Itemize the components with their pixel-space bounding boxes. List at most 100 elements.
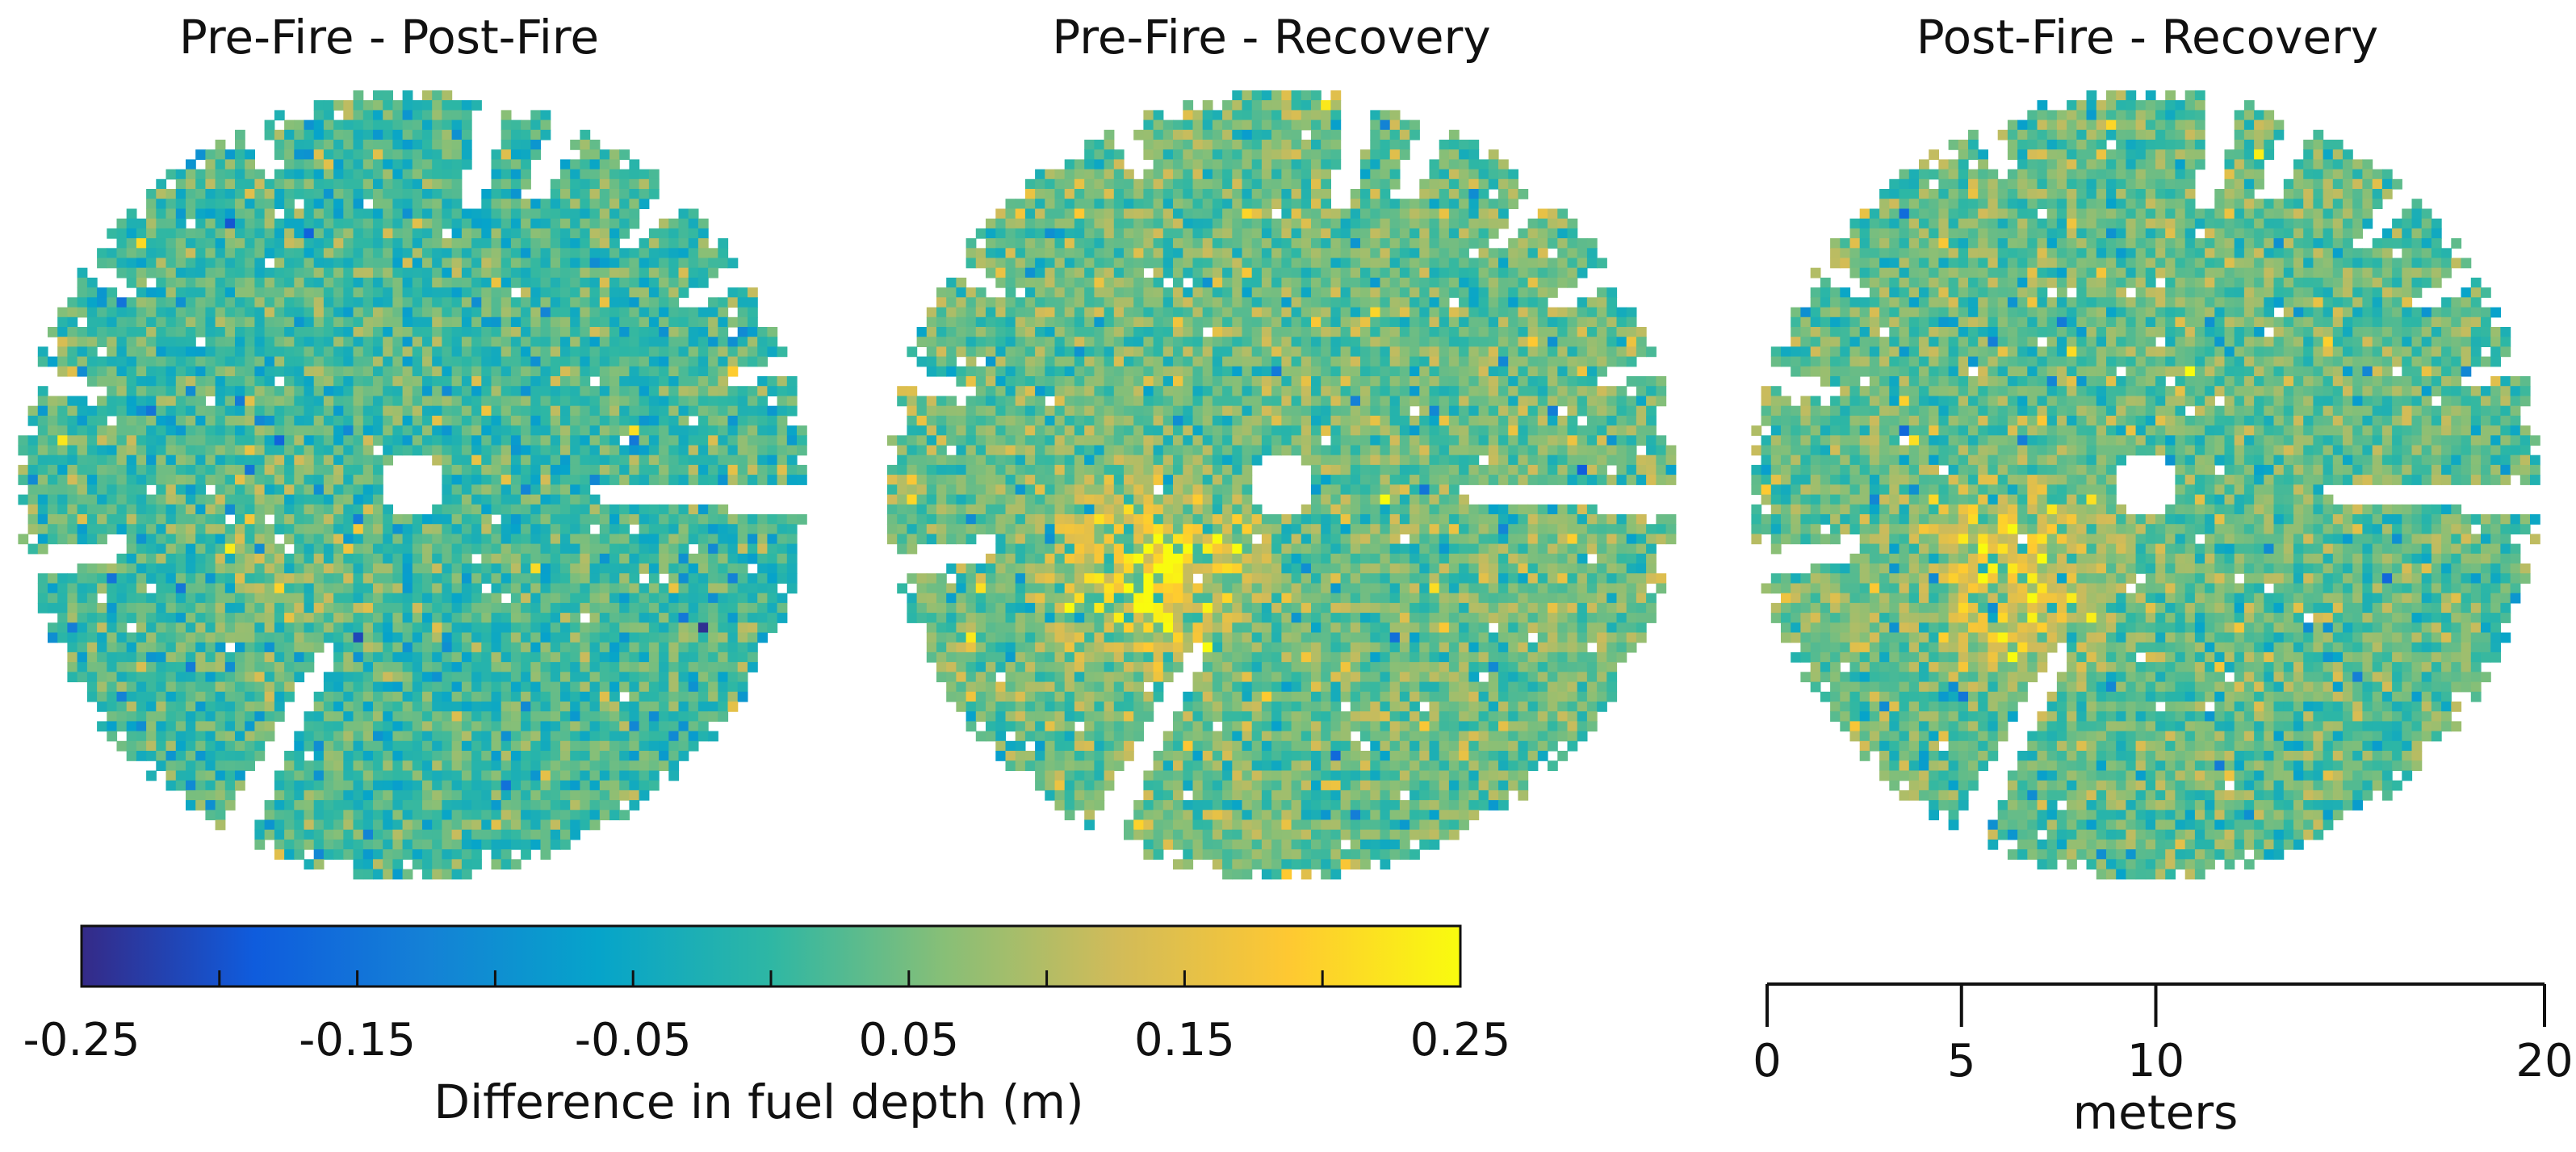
- heatmap-cell: [1183, 129, 1194, 140]
- heatmap-cell: [1261, 149, 1272, 160]
- heatmap-cell: [639, 534, 650, 545]
- heatmap-cell: [1202, 149, 1213, 160]
- heatmap-cell: [412, 238, 423, 249]
- heatmap-cell: [777, 534, 788, 545]
- heatmap-cell: [107, 445, 118, 456]
- heatmap-cell: [659, 721, 669, 732]
- heatmap-cell: [274, 316, 285, 328]
- heatmap-cell: [580, 691, 591, 702]
- heatmap-cell: [521, 376, 531, 387]
- heatmap-cell: [422, 178, 433, 190]
- heatmap-cell: [37, 346, 48, 358]
- heatmap-cell: [57, 455, 68, 466]
- heatmap-cell: [648, 464, 660, 475]
- heatmap-cell: [1084, 169, 1095, 180]
- heatmap-cell: [580, 662, 591, 672]
- heatmap-cell: [97, 534, 107, 545]
- heatmap-cell: [245, 455, 255, 466]
- heatmap-cell: [304, 829, 315, 840]
- heatmap-cell: [353, 642, 364, 653]
- heatmap-cell: [383, 218, 393, 229]
- heatmap-cell: [67, 405, 78, 417]
- heatmap-cell: [97, 622, 107, 634]
- heatmap-cell: [678, 583, 689, 594]
- heatmap-cell: [165, 543, 177, 555]
- heatmap-cell: [1054, 169, 1066, 180]
- heatmap-cell: [284, 327, 295, 337]
- heatmap-cell: [1045, 189, 1056, 199]
- heatmap-cell: [589, 740, 601, 752]
- heatmap-cell: [274, 267, 285, 279]
- heatmap-cell: [362, 119, 374, 131]
- heatmap-cell: [1222, 140, 1233, 150]
- heatmap-cell: [580, 770, 591, 781]
- heatmap-cell: [343, 760, 354, 771]
- heatmap-cell: [284, 435, 295, 446]
- heatmap-cell: [491, 780, 502, 791]
- heatmap-cell: [648, 593, 660, 604]
- heatmap-cell: [708, 731, 718, 742]
- heatmap-cell: [353, 189, 364, 199]
- heatmap-cell: [264, 464, 275, 475]
- heatmap-cell: [599, 277, 610, 288]
- heatmap-cell: [136, 307, 147, 318]
- heatmap-cell: [461, 622, 472, 634]
- heatmap-cell: [48, 534, 58, 545]
- heatmap-cell: [609, 415, 620, 426]
- heatmap-cell: [727, 287, 739, 298]
- heatmap-cell: [373, 691, 383, 702]
- heatmap-cell: [245, 711, 255, 722]
- heatmap-cell: [274, 228, 285, 239]
- heatmap-cell: [1429, 199, 1440, 209]
- heatmap-cell: [274, 504, 285, 515]
- heatmap-cell: [442, 702, 453, 712]
- heatmap-cell: [156, 346, 167, 358]
- heatmap-cell: [697, 593, 709, 604]
- heatmap-cell: [373, 484, 383, 496]
- heatmap-cell: [491, 602, 502, 614]
- heatmap-cell: [599, 307, 610, 318]
- heatmap-cell: [461, 238, 472, 249]
- heatmap-cell: [235, 199, 245, 209]
- heatmap-cell: [471, 651, 482, 663]
- heatmap-cell: [708, 504, 718, 515]
- heatmap-cell: [501, 534, 512, 545]
- heatmap-cell: [362, 258, 374, 269]
- heatmap-cell: [560, 760, 571, 771]
- heatmap-cell: [343, 189, 354, 199]
- heatmap-cell: [767, 346, 778, 358]
- heatmap-cell: [491, 770, 502, 781]
- heatmap-cell: [254, 829, 266, 840]
- heatmap-cell: [67, 593, 78, 604]
- heatmap-cell: [136, 672, 147, 683]
- heatmap-cell: [550, 445, 561, 456]
- heatmap-cell: [186, 366, 196, 377]
- heatmap-cell: [383, 622, 393, 634]
- heatmap-cell: [195, 425, 206, 436]
- heatmap-cell: [708, 376, 718, 387]
- heatmap-cell: [304, 780, 315, 791]
- heatmap-cell: [165, 702, 177, 712]
- heatmap-cell: [333, 307, 344, 318]
- heatmap-cell: [294, 248, 305, 259]
- heatmap-cell: [284, 307, 295, 318]
- heatmap-cell: [107, 563, 118, 574]
- heatmap-cell: [1153, 149, 1164, 160]
- heatmap-cell: [442, 337, 453, 347]
- heatmap-cell: [146, 622, 157, 634]
- heatmap-cell: [245, 583, 255, 594]
- heatmap-cell: [481, 386, 492, 396]
- heatmap-cell: [481, 464, 492, 475]
- heatmap-cell: [1429, 178, 1440, 190]
- heatmap-cell: [392, 140, 404, 150]
- heatmap-cell: [442, 258, 453, 269]
- heatmap-cell: [1084, 149, 1095, 160]
- heatmap-cell: [205, 740, 216, 752]
- heatmap-cell: [1370, 178, 1381, 190]
- heatmap-cell: [392, 760, 404, 771]
- heatmap-cell: [77, 593, 88, 604]
- heatmap-cell: [442, 277, 453, 288]
- heatmap-cell: [570, 327, 580, 337]
- heatmap-cell: [481, 238, 492, 249]
- heatmap-cell: [126, 327, 137, 337]
